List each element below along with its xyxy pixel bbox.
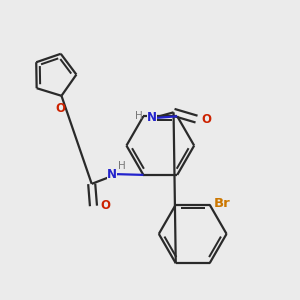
Text: O: O xyxy=(100,200,110,212)
Text: H: H xyxy=(135,111,143,121)
Text: N: N xyxy=(147,111,158,124)
Text: N: N xyxy=(107,168,117,181)
Text: O: O xyxy=(202,112,212,126)
Text: Br: Br xyxy=(214,197,231,210)
Text: O: O xyxy=(55,102,65,115)
Text: H: H xyxy=(118,161,125,171)
